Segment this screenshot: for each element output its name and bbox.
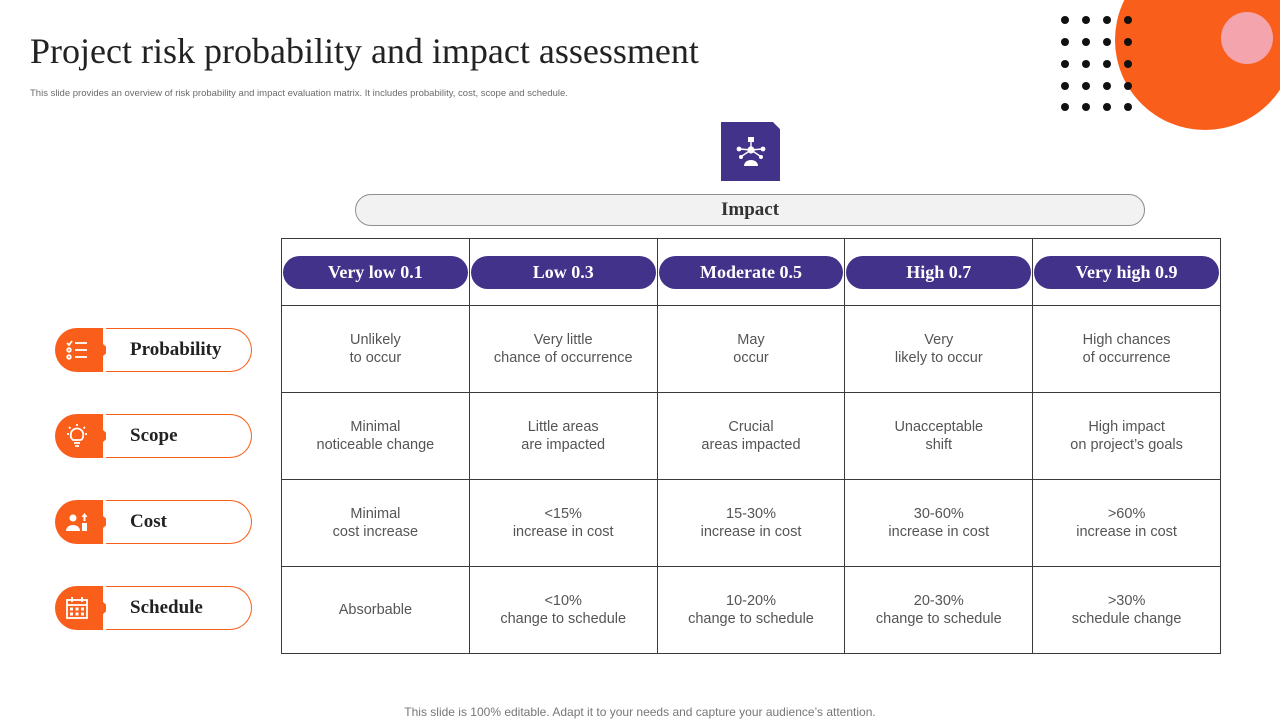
- table-row: Minimal cost increase <15% increase in cos…: [281, 479, 1221, 567]
- calendar-icon: [55, 586, 99, 630]
- table-cell: Very likely to occur: [844, 305, 1034, 393]
- column-header-pill: Moderate 0.5: [658, 255, 844, 289]
- table-cell: 10-20% change to schedule: [656, 566, 846, 654]
- footer-note: This slide is 100% editable. Adapt it to…: [404, 705, 876, 719]
- table-cell: Unlikely to occur: [281, 305, 470, 393]
- table-cell: <10% change to schedule: [468, 566, 658, 654]
- page-title: Project risk probability and impact asse…: [30, 31, 699, 71]
- decor-dot-grid: [1061, 16, 1141, 116]
- table-header-row: Very low 0.1 Low 0.3 Moderate 0.5 High 0…: [281, 238, 1221, 306]
- impact-axis-label: Impact: [355, 194, 1145, 226]
- column-header-pill: Very high 0.9: [1034, 255, 1219, 289]
- table-cell: Minimal noticeable change: [281, 392, 470, 480]
- table-cell: 30-60% increase in cost: [844, 479, 1034, 567]
- checklist-icon: [55, 328, 99, 372]
- column-header-pill: Low 0.3: [470, 255, 656, 289]
- table-cell: Very little chance of occurrence: [468, 305, 658, 393]
- idea-bulb-icon: [55, 414, 99, 458]
- person-cost-icon: [55, 500, 99, 544]
- column-header: Very high 0.9: [1032, 238, 1221, 306]
- column-header-pill: Very low 0.1: [283, 255, 468, 289]
- page-subtitle: This slide provides an overview of risk …: [30, 88, 568, 99]
- table-row: Unlikely to occur Very little chance of oc…: [281, 305, 1221, 393]
- column-header: Low 0.3: [468, 238, 658, 306]
- table-row: Absorbable <10% change to schedule 10-20%…: [281, 566, 1221, 654]
- table-cell: >60% increase in cost: [1032, 479, 1221, 567]
- table-cell: Little areas are impacted: [468, 392, 658, 480]
- column-header: Very low 0.1: [281, 238, 470, 306]
- row-label-scope: Scope: [55, 414, 253, 458]
- table-cell: Crucial areas impacted: [656, 392, 846, 480]
- decor-pink-circle: [1221, 12, 1273, 64]
- table-cell: <15% increase in cost: [468, 479, 658, 567]
- row-label-text: Probability: [106, 328, 252, 372]
- risk-matrix-table: Very low 0.1 Low 0.3 Moderate 0.5 High 0…: [281, 238, 1221, 654]
- table-cell: Absorbable: [281, 566, 470, 654]
- row-label-text: Scope: [106, 414, 252, 458]
- column-header-pill: High 0.7: [846, 255, 1032, 289]
- column-header: High 0.7: [844, 238, 1034, 306]
- row-label-probability: Probability: [55, 328, 253, 372]
- table-cell: High impact on project’s goals: [1032, 392, 1221, 480]
- row-label-cost: Cost: [55, 500, 253, 544]
- table-cell: >30% schedule change: [1032, 566, 1221, 654]
- column-header: Moderate 0.5: [656, 238, 846, 306]
- table-cell: 15-30% increase in cost: [656, 479, 846, 567]
- row-label-text: Schedule: [106, 586, 252, 630]
- presenter-network-icon: [721, 122, 780, 181]
- table-cell: High chances of occurrence: [1032, 305, 1221, 393]
- row-label-schedule: Schedule: [55, 586, 253, 630]
- table-cell: May occur: [656, 305, 846, 393]
- table-cell: Unacceptable shift: [844, 392, 1034, 480]
- table-row: Minimal noticeable change Little areas are…: [281, 392, 1221, 480]
- table-cell: 20-30% change to schedule: [844, 566, 1034, 654]
- table-cell: Minimal cost increase: [281, 479, 470, 567]
- row-label-text: Cost: [106, 500, 252, 544]
